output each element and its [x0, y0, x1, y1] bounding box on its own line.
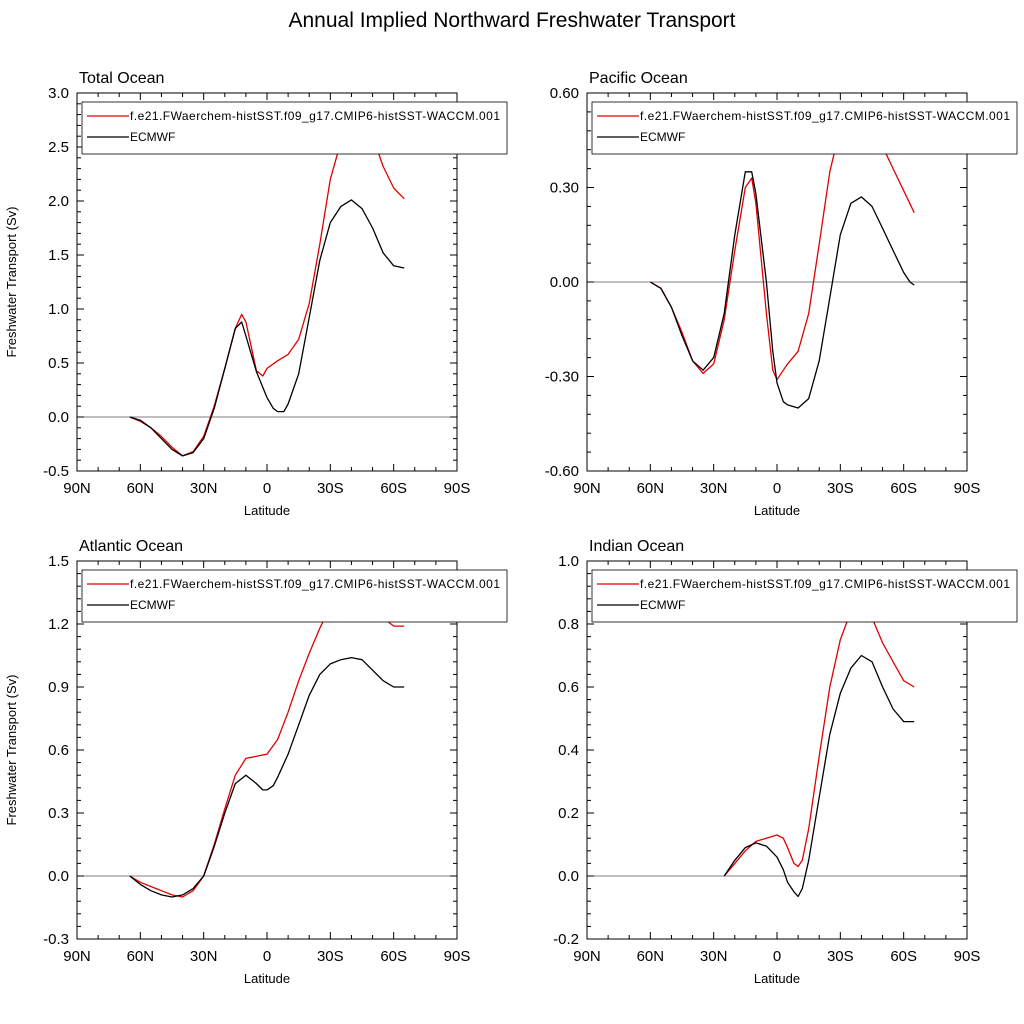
legend-label: ECMWF: [640, 598, 685, 612]
x-tick-label: 90S: [444, 480, 471, 497]
x-tick-label: 60N: [637, 480, 665, 497]
y-tick-label: 0.6: [558, 679, 579, 696]
y-tick-label: 0.30: [550, 180, 579, 197]
x-tick-label: 30N: [190, 948, 218, 965]
x-tick-label: 0: [263, 948, 271, 965]
y-tick-label: 0.0: [48, 868, 69, 885]
y-tick-label: 1.5: [48, 553, 69, 570]
legend-label: ECMWF: [130, 130, 175, 144]
legend-label: f.e21.FWaerchem-histSST.f09_g17.CMIP6-hi…: [130, 109, 500, 123]
legend-label: ECMWF: [640, 130, 685, 144]
series-line-ecmwf: [129, 656, 405, 898]
y-tick-label: -0.2: [553, 931, 579, 948]
y-tick-label: 1.0: [558, 553, 579, 570]
series-line-model: [649, 114, 915, 381]
x-tick-label: 60N: [637, 948, 665, 965]
y-tick-label: 0.4: [558, 742, 579, 759]
x-tick-label: 30S: [317, 948, 344, 965]
x-tick-label: 90N: [63, 480, 91, 497]
panel-title: Indian Ocean: [589, 538, 684, 555]
x-tick-label: 60S: [380, 480, 407, 497]
series-line-ecmwf: [129, 199, 405, 457]
legend-label: f.e21.FWaerchem-histSST.f09_g17.CMIP6-hi…: [640, 577, 1010, 591]
total-ocean-panel: 90N 60N 30N 0 30S 60S 90S -0.5 0.0 0.5 1.0 1.5 2.0 2.…: [4, 70, 508, 518]
y-tick-label: -0.30: [545, 369, 579, 386]
legend-box: [81, 569, 508, 623]
y-tick-label: 0.3: [48, 805, 69, 822]
series-line-model: [129, 119, 405, 457]
y-tick-label: -0.60: [545, 463, 579, 480]
x-axis-label: Latitude: [754, 971, 800, 986]
x-tick-label: 0: [263, 480, 271, 497]
y-tick-label: 1.5: [48, 247, 69, 264]
legend: f.e21.FWaerchem-histSST.f09_g17.CMIP6-hi…: [81, 101, 508, 155]
x-tick-label: 90N: [573, 948, 601, 965]
legend-box: [591, 569, 1018, 623]
legend: f.e21.FWaerchem-histSST.f09_g17.CMIP6-hi…: [81, 569, 508, 623]
y-tick-label: 0.6: [48, 742, 69, 759]
y-tick-label: 2.0: [48, 193, 69, 210]
panel-title: Total Ocean: [79, 70, 164, 87]
indian-ocean-panel: 90N 60N 30N 0 30S 60S 90S -0.2 0.0 0.2 0.4 0.6 0.8 1.…: [553, 538, 1018, 986]
x-tick-label: 90S: [444, 948, 471, 965]
y-axis-label: Freshwater Transport (Sv): [4, 675, 19, 826]
x-tick-label: 30S: [827, 948, 854, 965]
panel-title: Pacific Ocean: [589, 70, 688, 87]
x-tick-label: 30N: [700, 480, 728, 497]
x-tick-label: 60S: [890, 948, 917, 965]
x-tick-label: 60S: [380, 948, 407, 965]
x-axis-label: Latitude: [244, 971, 290, 986]
panel-title: Atlantic Ocean: [79, 538, 183, 555]
legend-box: [81, 101, 508, 155]
series-line-model: [723, 604, 915, 877]
y-tick-label: 0.60: [550, 85, 579, 102]
y-tick-label: 0.2: [558, 805, 579, 822]
y-tick-label: -0.5: [43, 463, 69, 480]
x-tick-label: 30S: [827, 480, 854, 497]
legend: f.e21.FWaerchem-histSST.f09_g17.CMIP6-hi…: [591, 569, 1018, 623]
y-tick-label: -0.3: [43, 931, 69, 948]
legend-label: f.e21.FWaerchem-histSST.f09_g17.CMIP6-hi…: [130, 577, 500, 591]
x-axis-label: Latitude: [754, 503, 800, 518]
y-tick-label: 0.8: [558, 616, 579, 633]
x-tick-label: 60N: [127, 948, 155, 965]
x-tick-label: 60N: [127, 480, 155, 497]
x-tick-label: 90N: [573, 480, 601, 497]
y-tick-label: 1.0: [48, 301, 69, 318]
y-axis-label: Freshwater Transport (Sv): [4, 207, 19, 358]
x-tick-label: 90N: [63, 948, 91, 965]
x-tick-label: 90S: [954, 948, 981, 965]
y-tick-label: 0.0: [558, 868, 579, 885]
series-line-ecmwf: [723, 654, 915, 898]
series-line-ecmwf: [649, 171, 915, 409]
y-tick-label: 2.5: [48, 139, 69, 156]
x-tick-label: 0: [773, 480, 781, 497]
legend-box: [591, 101, 1018, 155]
y-tick-label: 0.5: [48, 355, 69, 372]
y-tick-label: 0.0: [48, 409, 69, 426]
x-tick-label: 0: [773, 948, 781, 965]
x-tick-label: 90S: [954, 480, 981, 497]
figure-title: Annual Implied Northward Freshwater Tran…: [288, 9, 735, 32]
pacific-ocean-panel: 90N 60N 30N 0 30S 60S 90S -0.60 -0.30 0.00 0.30 0.6…: [545, 70, 1018, 518]
legend: f.e21.FWaerchem-histSST.f09_g17.CMIP6-hi…: [591, 101, 1018, 155]
y-tick-label: 3.0: [48, 85, 69, 102]
x-tick-label: 30S: [317, 480, 344, 497]
y-tick-label: 0.9: [48, 679, 69, 696]
legend-label: ECMWF: [130, 598, 175, 612]
x-tick-label: 30N: [700, 948, 728, 965]
y-tick-label: 0.00: [550, 274, 579, 291]
x-axis-label: Latitude: [244, 503, 290, 518]
series-line-model: [129, 587, 405, 898]
legend-label: f.e21.FWaerchem-histSST.f09_g17.CMIP6-hi…: [640, 109, 1010, 123]
y-tick-label: 1.2: [48, 616, 69, 633]
x-tick-label: 30N: [190, 480, 218, 497]
atlantic-ocean-panel: 90N 60N 30N 0 30S 60S 90S -0.3 0.0 0.3 0.6 0.9 1.2 1.…: [4, 538, 508, 986]
x-tick-label: 60S: [890, 480, 917, 497]
